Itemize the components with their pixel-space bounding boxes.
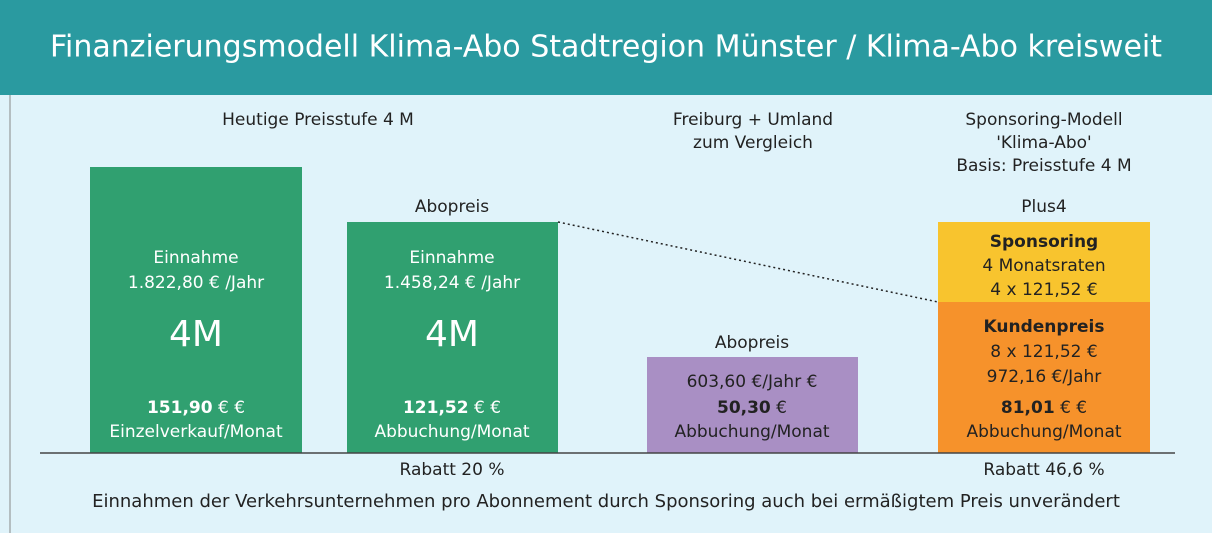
box-text: Abbuchung/Monat — [966, 422, 1121, 442]
title: Finanzierungsmodell Klima-Abo Stadtregio… — [50, 30, 1162, 65]
box — [90, 167, 302, 453]
price: 50,30 — [717, 398, 771, 418]
box-text: Einnahme — [409, 248, 494, 268]
box-price: 151,90 € € — [147, 398, 245, 418]
price: 81,01 — [1001, 398, 1055, 418]
price: 151,90 — [147, 398, 213, 418]
box-text: 1.822,80 € /Jahr — [128, 273, 264, 293]
group-heading: Freiburg + Umland — [673, 110, 833, 130]
box-label: Plus4 — [1021, 197, 1066, 217]
box-text: 4 Monatsraten — [982, 256, 1105, 276]
group-heading: Heutige Preisstufe 4 M — [222, 110, 414, 130]
box-text: 8 x 121,52 € — [990, 342, 1097, 362]
box-text: 4 x 121,52 € — [990, 280, 1097, 300]
unit: € € — [474, 398, 501, 418]
box-text: Einzelverkauf/Monat — [109, 422, 283, 442]
box-price: 81,01 € € — [1001, 398, 1087, 418]
unit: € — [776, 398, 787, 418]
unit: € € — [1060, 398, 1087, 418]
box-text: Abbuchung/Monat — [374, 422, 529, 442]
price: 121,52 — [403, 398, 469, 418]
box-heading: Kundenpreis — [984, 317, 1105, 337]
discount: Rabatt 46,6 % — [983, 460, 1104, 480]
box-text: Einnahme — [153, 248, 238, 268]
box — [347, 222, 558, 453]
box-label: Abopreis — [415, 197, 489, 217]
box-text: 603,60 €/Jahr € — [687, 372, 818, 392]
unit: € € — [218, 398, 245, 418]
box — [647, 357, 858, 453]
box-text: 1.458,24 € /Jahr — [384, 273, 520, 293]
box — [938, 302, 1150, 453]
box-top — [938, 222, 1150, 302]
header-band — [0, 0, 1212, 95]
box-big: 4M — [425, 314, 479, 355]
discount: Rabatt 20 % — [400, 460, 505, 480]
box-price: 121,52 € € — [403, 398, 501, 418]
group-heading: 'Klima-Abo' — [996, 133, 1092, 153]
box-price: 50,30 € — [717, 398, 787, 418]
group-heading: zum Vergleich — [693, 133, 813, 153]
box-label: Abopreis — [715, 333, 789, 353]
group-heading: Basis: Preisstufe 4 M — [956, 156, 1131, 176]
box-text: Abbuchung/Monat — [674, 422, 829, 442]
box-text: 972,16 €/Jahr — [987, 367, 1102, 387]
group-heading: Sponsoring-Modell — [965, 110, 1122, 130]
box-heading: Sponsoring — [990, 232, 1098, 252]
footer: Einnahmen der Verkehrsunternehmen pro Ab… — [92, 491, 1120, 512]
box-big: 4M — [169, 314, 223, 355]
